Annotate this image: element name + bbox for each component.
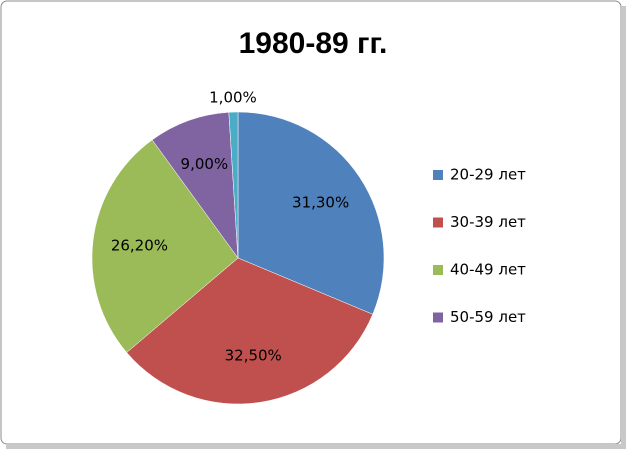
frame-shadow — [6, 444, 626, 449]
legend-swatch — [433, 217, 443, 228]
pie-slice — [126, 257, 374, 405]
data-label: 32,50% — [225, 347, 282, 365]
legend-label: 20-29 лет — [450, 166, 526, 184]
pie-slice — [228, 111, 239, 259]
legend-swatch — [433, 170, 443, 180]
data-label: 26,20% — [111, 237, 168, 255]
pie-slice — [237, 111, 385, 315]
legend-label: 40-49 лет — [450, 261, 526, 279]
legend-label: 50-59 лет — [450, 308, 526, 326]
data-label: 1,00% — [209, 89, 257, 107]
pie-slice — [151, 112, 239, 259]
legend-label: 30-39 лет — [450, 213, 526, 231]
data-label: 9,00% — [181, 155, 229, 173]
pie-slice — [91, 139, 239, 353]
chart-title: 1980-89 гг. — [239, 27, 388, 60]
frame-shadow — [621, 6, 626, 448]
data-label: 31,30% — [292, 193, 349, 211]
legend-swatch — [433, 265, 443, 275]
legend-swatch — [433, 312, 443, 323]
